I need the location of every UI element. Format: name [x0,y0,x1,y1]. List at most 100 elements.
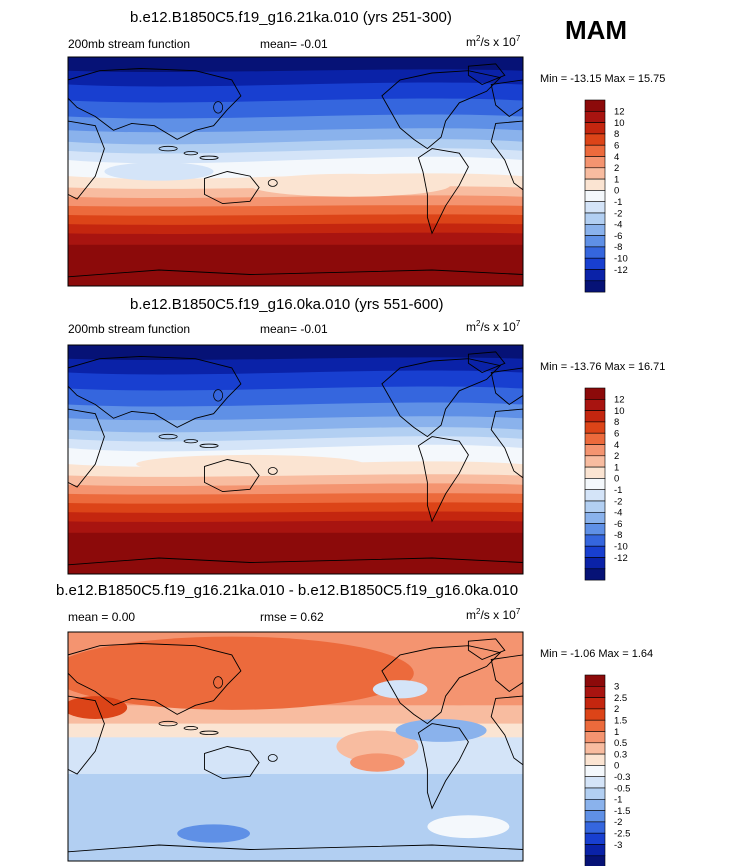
colorbar-tick-label: -12 [614,553,628,564]
map-panel-1 [68,57,523,286]
colorbar-box [584,708,606,721]
panel1-title: b.e12.B1850C5.f19_g16.21ka.010 (yrs 251-… [130,9,452,26]
contour-blob [250,173,451,197]
colorbar-tick-label: -1 [614,197,622,208]
panel3-rmse: rmse = 0.62 [260,610,324,624]
colorbar-box [584,810,606,823]
colorbar-box [584,224,606,236]
colorbar-box [584,122,606,135]
coastline-island [267,179,278,187]
coastline [381,70,502,150]
coastline [68,844,523,861]
contour-blob [336,730,419,763]
contour-blob [372,680,428,699]
coastline [490,367,523,406]
contour-band [68,436,523,453]
colorbar-tick-label: -2 [614,496,622,507]
colorbar-box [584,212,606,225]
coastline-island [183,439,199,444]
contour-blob [395,719,487,742]
coastline [68,643,242,715]
colorbar-box [584,280,606,293]
map-panel-2 [68,345,523,574]
colorbar-tick-label: 1 [614,174,619,185]
colorbar-box [584,167,606,180]
colorbar-tick-label: 1.5 [614,716,627,727]
colorbar-box [584,432,606,445]
colorbar-box [584,421,606,434]
coastline [417,148,469,235]
colorbar-box [584,545,606,558]
colorbar-tick-label: 0.5 [614,738,627,749]
coastline [467,351,506,374]
panel2-mean: mean= -0.01 [260,322,328,336]
colorbar-box [584,731,606,744]
colorbar-tick-label: -12 [614,265,628,276]
colorbar-box [584,832,606,845]
colorbar-tick-label: -6 [614,231,622,242]
contour-blob [350,753,405,772]
colorbar-tick-label: 12 [614,395,625,406]
colorbar-tick-label: 0 [614,186,619,197]
coastline [467,63,506,86]
colorbar-tick-label: 8 [614,417,619,428]
colorbar-box [584,455,606,468]
panel1-units: m2/s x 107 [466,34,521,49]
contour-band [68,427,523,444]
colorbar-tick-label: -2 [614,817,622,828]
coastline [68,408,105,488]
colorbar-tick-label: -3 [614,840,622,851]
coastline-island [213,676,224,689]
colorbar-box [584,855,606,866]
panel3-mean: mean = 0.00 [68,610,136,624]
contour-blob [68,636,414,710]
colorbar-box [584,500,606,513]
colorbar-tick-label: -6 [614,519,622,530]
colorbar-tick-label: -8 [614,242,622,253]
map-frame-1 [67,56,524,287]
map-frame-2 [67,344,524,575]
colorbar-box [584,133,606,146]
coastline [490,120,523,191]
coastline [68,557,523,574]
colorbar-tick-label: 2 [614,704,619,715]
contour-band [68,57,523,74]
coastline [381,358,502,438]
colorbar-tick-label: -1 [614,485,622,496]
contour-band [68,345,523,362]
map-frame-3 [67,631,524,862]
coastline [490,408,523,479]
coastline [381,645,502,725]
coastline [204,459,260,493]
colorbar-tick-label: 12 [614,107,625,118]
colorbar-tick-label: 0.3 [614,749,627,760]
contour-band [68,244,523,286]
panel3-units: m2/s x 107 [466,607,521,622]
colorbar-tick-label: -1 [614,795,622,806]
colorbar-box [584,568,606,581]
contour-band [68,148,523,165]
coastline [490,654,523,693]
panel2-units: m2/s x 107 [466,319,521,334]
colorbar-box [584,156,606,169]
coastline [417,723,469,810]
colorbar-tick-label: 1 [614,727,619,738]
colorbar-tick-label: 0 [614,761,619,772]
panel2-title: b.e12.B1850C5.f19_g16.0ka.010 (yrs 551-6… [130,296,444,313]
coastline-island [183,726,199,731]
contour-band [68,232,523,248]
colorbar-box [584,144,606,157]
colorbar-box [584,534,606,547]
map-panel-3 [68,632,523,861]
contour-blob [427,682,492,706]
colorbar-box [584,674,606,687]
colorbar-box [584,235,606,248]
colorbar-box [584,557,606,570]
panel3-minmax: Min = -1.06 Max = 1.64 [540,648,654,660]
coastline-island [199,730,219,735]
colorbar-box [584,742,606,755]
coastline [490,79,523,118]
coastline-island [199,155,219,160]
contour-band [68,532,523,574]
